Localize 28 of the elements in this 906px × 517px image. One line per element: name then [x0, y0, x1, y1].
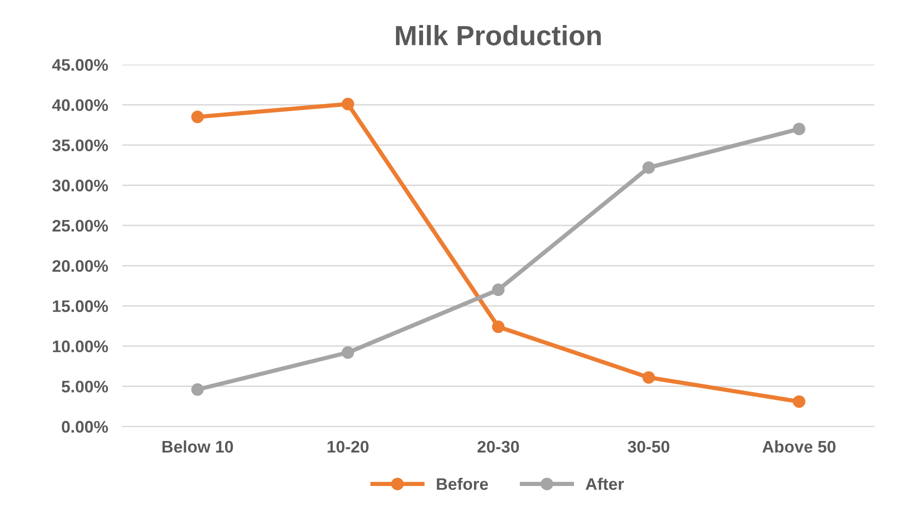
- point: [792, 122, 806, 136]
- y-tick-label: 15.00%: [52, 300, 108, 312]
- y-tick-label: 0.00%: [62, 420, 108, 433]
- point: [492, 284, 505, 296]
- y-tick-label: 10.00%: [52, 340, 108, 352]
- y-tick-label: 35.00%: [52, 139, 108, 152]
- point: [642, 161, 655, 174]
- legend-label: After: [586, 478, 624, 490]
- point: [342, 98, 354, 110]
- x-tick-label: Below 10: [162, 440, 233, 453]
- point: [492, 320, 505, 334]
- x-tick-label: 10-20: [328, 440, 369, 453]
- y-tick-label: 30.00%: [52, 180, 108, 192]
- y-tick-label: 5.00%: [62, 380, 108, 393]
- y-tick-label: 45.00%: [52, 59, 108, 71]
- x-tick-label: 20-30: [478, 440, 519, 453]
- legend-label: Before: [436, 478, 488, 490]
- chart-title: Milk Production: [396, 25, 601, 46]
- point: [191, 110, 204, 124]
- x-tick-label: 30-50: [628, 440, 670, 453]
- point: [191, 383, 204, 396]
- point: [642, 371, 655, 384]
- y-tick-label: 40.00%: [52, 99, 108, 112]
- point: [792, 395, 806, 408]
- y-tick-label: 25.00%: [52, 220, 108, 232]
- y-tick-label: 20.00%: [52, 260, 108, 272]
- point: [342, 346, 354, 359]
- x-tick-label: Above 50: [762, 440, 836, 453]
